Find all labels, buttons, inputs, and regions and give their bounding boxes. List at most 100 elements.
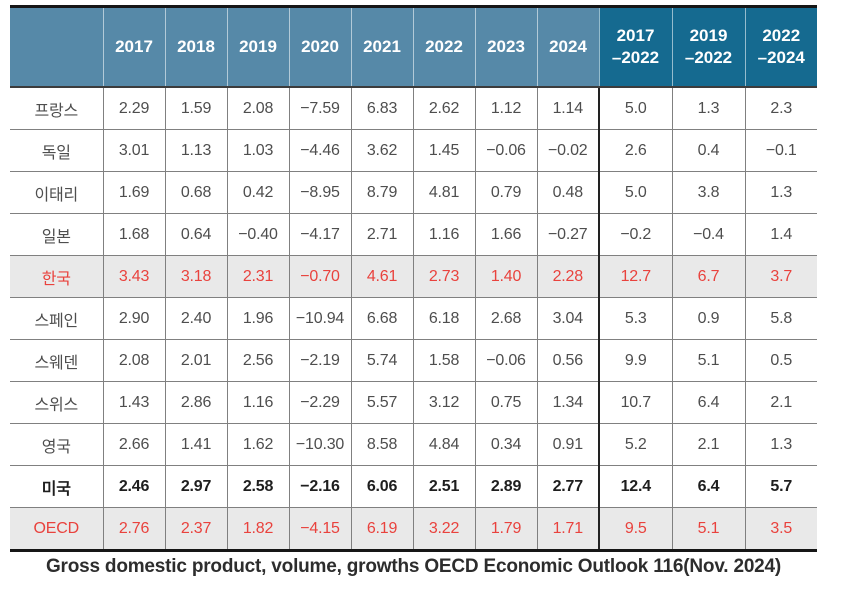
column-header: 2022 –2024 (744, 6, 817, 88)
value-cell: 2.1 (671, 423, 746, 466)
value-cell: −10.94 (288, 297, 352, 340)
value-cell: 1.16 (226, 381, 290, 424)
value-cell: 5.2 (598, 423, 673, 466)
table-row: 이태리 1.69 0.68 0.42 −8.95 8.79 4.81 0.79 0.48 5.0 3… (10, 171, 817, 214)
gdp-growth-table: 2017 2018 2019 2020 2021 2022 2023 2024 2017 –20… (10, 5, 817, 552)
value-cell: 6.06 (350, 465, 414, 508)
row-label: 스위스 (10, 381, 104, 424)
value-cell: −0.70 (288, 255, 352, 298)
row-label: 미국 (10, 465, 104, 508)
value-cell: −7.59 (288, 86, 352, 130)
value-cell: 5.0 (598, 86, 673, 130)
value-cell: 2.31 (226, 255, 290, 298)
value-cell: 2.58 (226, 465, 290, 508)
value-cell: 3.12 (412, 381, 476, 424)
header-corner-cell (10, 6, 103, 88)
value-cell: 6.7 (671, 255, 746, 298)
value-cell: −2.16 (288, 465, 352, 508)
value-cell: 12.4 (598, 465, 673, 508)
value-cell: −4.46 (288, 129, 352, 172)
column-header: 2024 (536, 6, 599, 88)
value-cell: 0.64 (164, 213, 228, 256)
value-cell: 5.7 (744, 465, 817, 508)
value-cell: 6.4 (671, 381, 746, 424)
table-row: 스웨덴 2.08 2.01 2.56 −2.19 5.74 1.58 −0.06 0.56 9.9… (10, 339, 817, 382)
column-header: 2019 –2022 (671, 6, 745, 88)
value-cell: 3.43 (102, 255, 166, 298)
value-cell: 6.83 (350, 86, 414, 130)
row-label: 한국 (10, 255, 104, 298)
value-cell: 1.43 (102, 381, 166, 424)
value-cell: 2.08 (226, 86, 290, 130)
value-cell: 1.68 (102, 213, 166, 256)
value-cell: 2.28 (536, 255, 600, 298)
value-cell: 3.7 (744, 255, 817, 298)
value-cell: 2.73 (412, 255, 476, 298)
value-cell: 1.62 (226, 423, 290, 466)
value-cell: 2.46 (102, 465, 166, 508)
value-cell: 3.01 (102, 129, 166, 172)
value-cell: 0.75 (474, 381, 538, 424)
value-cell: −0.2 (598, 213, 673, 256)
value-cell: 1.12 (474, 86, 538, 130)
value-cell: 3.5 (744, 507, 817, 551)
value-cell: 2.3 (744, 86, 817, 130)
table-row: OECD 2.76 2.37 1.82 −4.15 6.19 3.22 1.79 1.71 9.5… (10, 507, 817, 551)
value-cell: 2.77 (536, 465, 600, 508)
value-cell: 2.66 (102, 423, 166, 466)
value-cell: 6.68 (350, 297, 414, 340)
value-cell: 2.76 (102, 507, 166, 551)
value-cell: 0.56 (536, 339, 600, 382)
value-cell: 0.68 (164, 171, 228, 214)
row-label: 스페인 (10, 297, 104, 340)
value-cell: 1.58 (412, 339, 476, 382)
value-cell: 1.45 (412, 129, 476, 172)
value-cell: −0.06 (474, 129, 538, 172)
value-cell: −0.40 (226, 213, 290, 256)
value-cell: 1.3 (744, 171, 817, 214)
value-cell: 3.18 (164, 255, 228, 298)
value-cell: 6.4 (671, 465, 746, 508)
value-cell: 1.66 (474, 213, 538, 256)
value-cell: 1.34 (536, 381, 600, 424)
table-row: 독일 3.01 1.13 1.03 −4.46 3.62 1.45 −0.06 −0.02 2.6… (10, 129, 817, 172)
column-header: 2023 (474, 6, 537, 88)
value-cell: 2.40 (164, 297, 228, 340)
table-row: 프랑스 2.29 1.59 2.08 −7.59 6.83 2.62 1.12 1.14 5.0 1… (10, 86, 817, 130)
value-cell: 2.1 (744, 381, 817, 424)
value-cell: 2.62 (412, 86, 476, 130)
value-cell: −4.17 (288, 213, 352, 256)
value-cell: −10.30 (288, 423, 352, 466)
value-cell: 8.79 (350, 171, 414, 214)
table-header: 2017 2018 2019 2020 2021 2022 2023 2024 2017 –20… (10, 6, 817, 88)
row-label: 독일 (10, 129, 104, 172)
value-cell: 1.13 (164, 129, 228, 172)
value-cell: 3.8 (671, 171, 746, 214)
value-cell: 5.1 (671, 507, 746, 551)
value-cell: −2.29 (288, 381, 352, 424)
row-label: OECD (10, 507, 104, 551)
value-cell: 5.8 (744, 297, 817, 340)
table-row: 미국 2.46 2.97 2.58 −2.16 6.06 2.51 2.89 2.77 12.4 6… (10, 465, 817, 508)
value-cell: 5.3 (598, 297, 673, 340)
value-cell: −0.27 (536, 213, 600, 256)
table-row: 스위스 1.43 2.86 1.16 −2.29 5.57 3.12 0.75 1.34 10.7… (10, 381, 817, 424)
value-cell: 2.08 (102, 339, 166, 382)
value-cell: −0.02 (536, 129, 600, 172)
value-cell: 1.59 (164, 86, 228, 130)
value-cell: 6.18 (412, 297, 476, 340)
value-cell: 5.1 (671, 339, 746, 382)
value-cell: −2.19 (288, 339, 352, 382)
value-cell: 0.4 (671, 129, 746, 172)
value-cell: 4.84 (412, 423, 476, 466)
value-cell: 2.51 (412, 465, 476, 508)
value-cell: 2.71 (350, 213, 414, 256)
table-row: 스페인 2.90 2.40 1.96 −10.94 6.68 6.18 2.68 3.04 5.3… (10, 297, 817, 340)
value-cell: 4.81 (412, 171, 476, 214)
row-label: 스웨덴 (10, 339, 104, 382)
value-cell: 12.7 (598, 255, 673, 298)
value-cell: 1.41 (164, 423, 228, 466)
value-cell: 9.5 (598, 507, 673, 551)
value-cell: 1.4 (744, 213, 817, 256)
gdp-table-container: 2017 2018 2019 2020 2021 2022 2023 2024 2017 –20… (10, 5, 817, 552)
